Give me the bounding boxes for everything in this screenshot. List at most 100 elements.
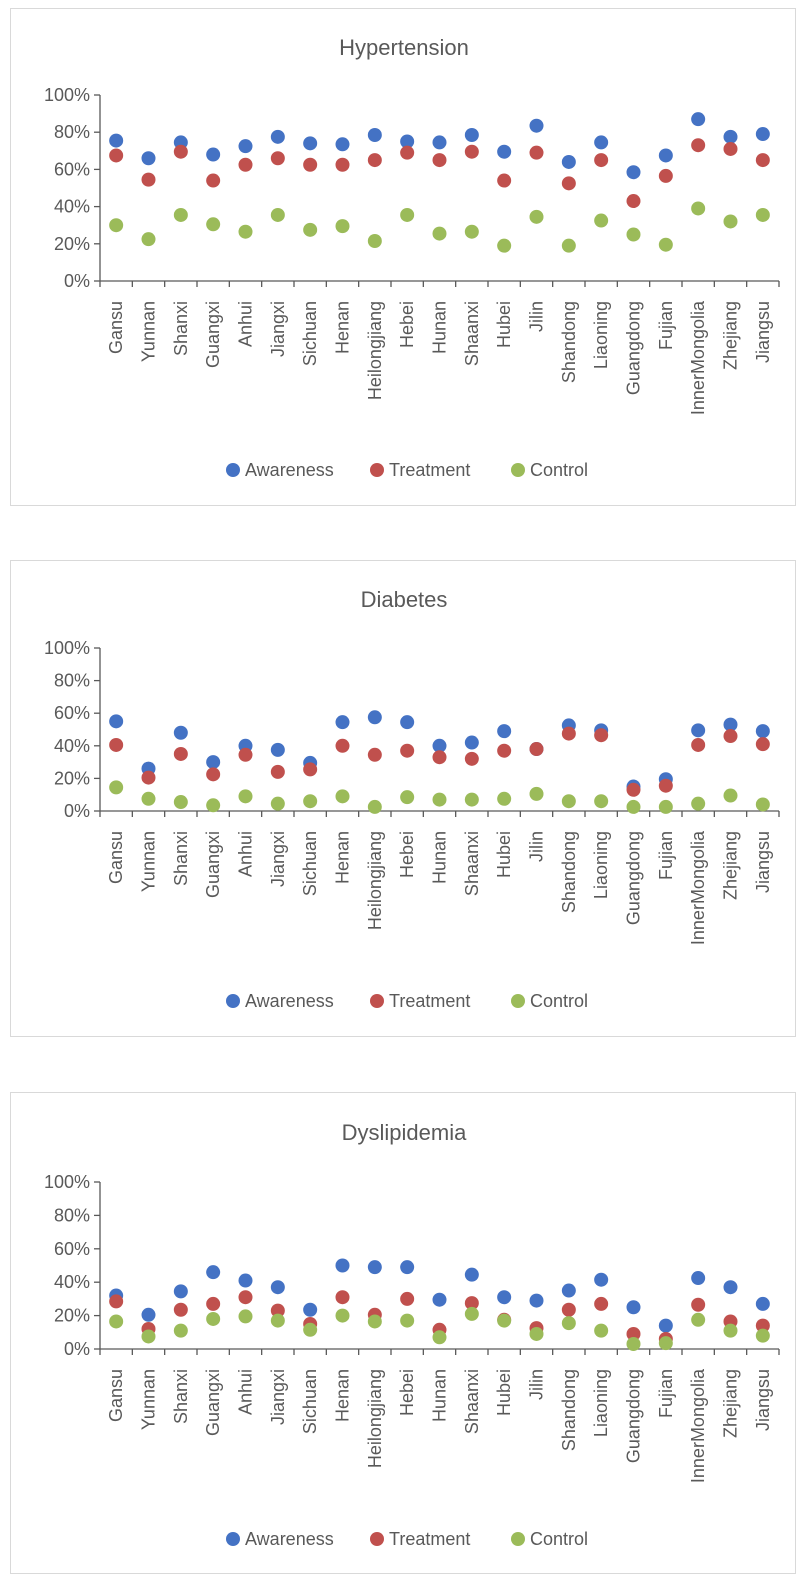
data-point-control bbox=[238, 224, 253, 239]
x-tick-label: Zhejiang bbox=[721, 831, 741, 900]
data-point-awareness bbox=[109, 133, 124, 148]
chart-title: Diabetes bbox=[361, 587, 448, 612]
x-tick-label: Gansu bbox=[106, 1369, 126, 1422]
data-point-awareness bbox=[173, 725, 188, 740]
data-point-awareness bbox=[238, 1273, 253, 1288]
data-point-control bbox=[594, 213, 609, 228]
data-point-awareness bbox=[270, 742, 285, 757]
data-point-awareness bbox=[303, 136, 318, 151]
data-point-awareness bbox=[400, 134, 415, 149]
data-point-awareness bbox=[335, 137, 350, 152]
data-point-control bbox=[464, 224, 479, 239]
data-point-treatment bbox=[626, 782, 641, 797]
y-tick-label: 20% bbox=[54, 768, 90, 788]
data-point-treatment bbox=[626, 1326, 641, 1341]
data-point-awareness bbox=[400, 1260, 415, 1275]
x-tick-label: Heilongjiang bbox=[365, 301, 385, 400]
data-point-treatment bbox=[497, 743, 512, 758]
x-tick-label: Shandong bbox=[559, 831, 579, 913]
data-point-awareness bbox=[691, 112, 706, 127]
x-tick-label: Jiangxi bbox=[268, 301, 288, 357]
data-point-awareness bbox=[658, 148, 673, 163]
data-point-awareness bbox=[626, 165, 641, 180]
x-tick-label: Shaanxi bbox=[462, 1369, 482, 1434]
x-tick-label: Jilin bbox=[527, 301, 547, 332]
y-tick-label: 0% bbox=[64, 271, 90, 291]
data-point-control bbox=[206, 798, 221, 813]
x-tick-label: Fujian bbox=[656, 1369, 676, 1418]
y-tick-label: 0% bbox=[64, 801, 90, 821]
x-tick-label: Shanxi bbox=[171, 1369, 191, 1424]
x-tick-label: Hebei bbox=[397, 1369, 417, 1416]
x-tick-label: Fujian bbox=[656, 831, 676, 880]
legend-marker-awareness bbox=[226, 994, 240, 1008]
x-tick-label: Shandong bbox=[559, 301, 579, 383]
data-point-treatment bbox=[238, 157, 253, 172]
data-point-treatment bbox=[529, 742, 544, 757]
x-tick-label: Sichuan bbox=[300, 301, 320, 366]
x-tick-label: Shanxi bbox=[171, 301, 191, 356]
y-tick-label: 0% bbox=[64, 1339, 90, 1359]
y-tick-label: 100% bbox=[44, 638, 90, 658]
y-tick-label: 80% bbox=[54, 122, 90, 142]
legend-label-awareness: Awareness bbox=[245, 991, 334, 1011]
data-point-control bbox=[658, 1336, 673, 1351]
data-point-awareness bbox=[561, 154, 576, 169]
data-point-treatment bbox=[400, 1291, 415, 1306]
data-point-treatment bbox=[691, 1297, 706, 1312]
legend-label-awareness: Awareness bbox=[245, 460, 334, 480]
data-point-control bbox=[691, 201, 706, 216]
data-point-treatment bbox=[755, 1318, 770, 1333]
data-point-treatment bbox=[691, 737, 706, 752]
y-tick-label: 80% bbox=[54, 671, 90, 691]
data-point-control bbox=[594, 794, 609, 809]
data-point-awareness bbox=[335, 715, 350, 730]
data-point-control bbox=[303, 1322, 318, 1337]
x-tick-label: Shandong bbox=[559, 1369, 579, 1451]
legend-label-control: Control bbox=[530, 991, 588, 1011]
x-tick-label: Hunan bbox=[430, 831, 450, 884]
data-point-treatment bbox=[464, 751, 479, 766]
data-point-control bbox=[173, 795, 188, 810]
data-point-awareness bbox=[497, 144, 512, 159]
data-point-control bbox=[141, 791, 156, 806]
data-point-awareness bbox=[723, 717, 738, 732]
data-point-control bbox=[594, 1323, 609, 1338]
data-point-treatment bbox=[141, 770, 156, 785]
legend-marker-control bbox=[511, 994, 525, 1008]
data-point-awareness bbox=[400, 715, 415, 730]
data-point-awareness bbox=[238, 139, 253, 154]
legend-label-awareness: Awareness bbox=[245, 1529, 334, 1549]
data-point-treatment bbox=[658, 168, 673, 183]
data-point-treatment bbox=[206, 1296, 221, 1311]
data-point-treatment bbox=[464, 1296, 479, 1311]
data-point-awareness bbox=[206, 1265, 221, 1280]
data-point-control bbox=[561, 1316, 576, 1331]
data-point-control bbox=[529, 209, 544, 224]
data-point-treatment bbox=[270, 764, 285, 779]
x-tick-label: Shaanxi bbox=[462, 831, 482, 896]
data-point-control bbox=[658, 799, 673, 814]
data-point-treatment bbox=[173, 746, 188, 761]
data-point-treatment bbox=[497, 173, 512, 188]
data-point-control bbox=[238, 1309, 253, 1324]
data-point-control bbox=[270, 207, 285, 222]
data-point-awareness bbox=[594, 1272, 609, 1287]
data-point-awareness bbox=[432, 738, 447, 753]
x-tick-label: Shanxi bbox=[171, 831, 191, 886]
x-tick-label: Guangdong bbox=[624, 1369, 644, 1463]
data-point-awareness bbox=[497, 724, 512, 739]
data-point-awareness bbox=[755, 1296, 770, 1311]
x-tick-label: Hunan bbox=[430, 1369, 450, 1422]
data-point-control bbox=[335, 1308, 350, 1323]
data-point-control bbox=[626, 799, 641, 814]
x-tick-label: Fujian bbox=[656, 301, 676, 350]
x-tick-label: Yunnan bbox=[139, 301, 159, 362]
data-point-control bbox=[723, 1323, 738, 1338]
data-point-awareness bbox=[723, 1280, 738, 1295]
legend-marker-control bbox=[511, 463, 525, 477]
data-point-awareness bbox=[464, 1267, 479, 1282]
data-point-control bbox=[303, 222, 318, 237]
data-point-control bbox=[755, 1328, 770, 1343]
data-point-treatment bbox=[109, 737, 124, 752]
